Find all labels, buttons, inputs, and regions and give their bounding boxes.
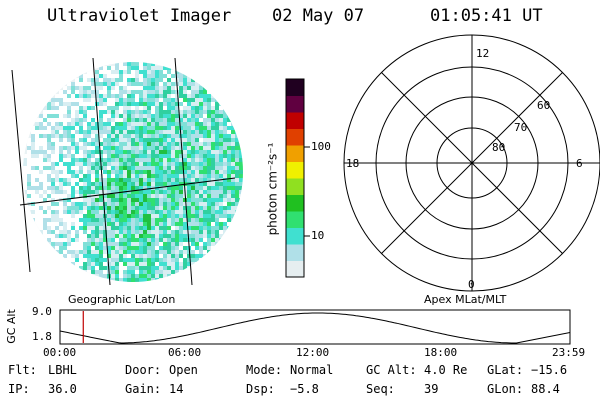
geographic-label: Geographic Lat/Lon <box>68 293 176 306</box>
xtick-0600: 06:00 <box>168 346 202 359</box>
geographic-grid <box>11 57 236 286</box>
info-value-2-4: 88.4 <box>531 382 560 396</box>
uv-image-disk <box>11 57 243 286</box>
info-key-2-3: Seq: <box>366 382 395 396</box>
info-key-1-1: Door: <box>125 363 162 377</box>
date-label: 02 May 07 <box>272 6 365 26</box>
info-key-2-0: IP: <box>8 382 30 396</box>
info-value-2-0: 36.0 <box>48 382 77 396</box>
info-value-2-3: 39 <box>424 382 439 396</box>
info-key-1-3: GC Alt: <box>366 363 417 377</box>
alt-ytick-9: 9.0 <box>32 305 52 318</box>
info-value-1-2: Normal <box>290 363 334 377</box>
colorbar-tick-10: 10 <box>311 229 325 242</box>
instrument-title: Ultraviolet Imager <box>47 6 232 26</box>
lat-label-80: 80 <box>492 141 506 154</box>
altitude-plot <box>59 309 571 345</box>
mlt-label-0: 0 <box>468 278 475 291</box>
mlt-label-6: 6 <box>576 157 583 170</box>
lat-label-70: 70 <box>514 121 528 134</box>
info-key-2-2: Dsp: <box>246 382 275 396</box>
info-key-2-4: GLon: <box>487 382 524 396</box>
colorbar-tick-100: 100 <box>311 140 331 153</box>
info-value-1-4: −15.6 <box>531 363 568 377</box>
lat-label-60: 60 <box>537 99 551 112</box>
time-label: 01:05:41 UT <box>430 6 543 26</box>
info-value-1-3: 4.0 Re <box>424 363 468 377</box>
xtick-1800: 18:00 <box>424 346 458 359</box>
mlt-label-12: 12 <box>476 47 490 60</box>
polar-plot <box>343 34 600 292</box>
info-key-1-2: Mode: <box>246 363 283 377</box>
colorbar-unit-label: photon cm⁻²s⁻¹ <box>265 142 280 236</box>
xtick-0000: 00:00 <box>43 346 77 359</box>
xtick-1200: 12:00 <box>296 346 330 359</box>
info-key-2-1: Gain: <box>125 382 162 396</box>
info-value-2-2: −5.8 <box>290 382 319 396</box>
alt-ytick-1-8: 1.8 <box>32 330 52 343</box>
apex-label: Apex MLat/MLT <box>424 293 507 306</box>
info-value-2-1: 14 <box>169 382 184 396</box>
info-value-1-0: LBHL <box>48 363 77 377</box>
alt-ylabel: GC Alt <box>4 309 18 344</box>
colorbar <box>285 78 310 278</box>
info-key-1-0: Flt: <box>8 363 37 377</box>
info-value-1-1: Open <box>169 363 198 377</box>
xtick-2359: 23:59 <box>552 346 586 359</box>
mlt-label-18: 18 <box>346 157 360 170</box>
info-key-1-4: GLat: <box>487 363 524 377</box>
